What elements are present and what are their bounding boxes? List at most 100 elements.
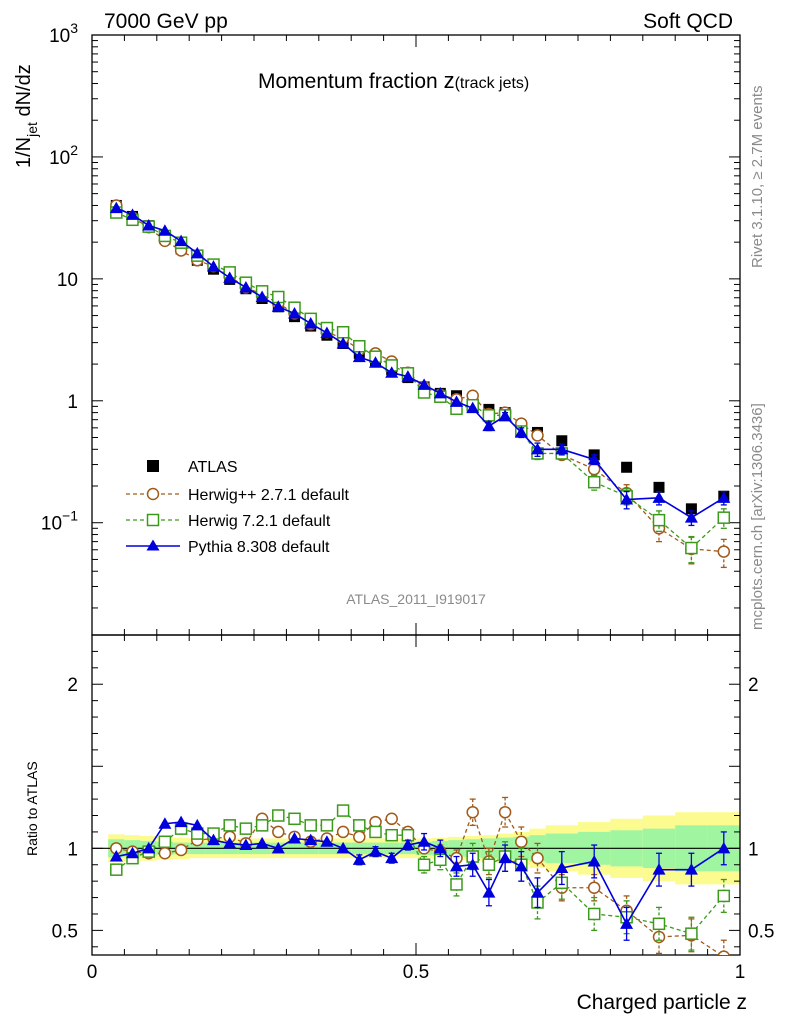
pythia-main-point	[652, 491, 666, 503]
herwig7-ratio-point	[255, 819, 269, 832]
ratio-frame	[91, 634, 741, 956]
pythia-main-point	[320, 326, 334, 338]
ratio-y-tick-label-right: 0.5	[748, 921, 774, 942]
pythia-main-point	[109, 201, 123, 214]
y-tick-label: 1	[67, 392, 78, 413]
pythia-main-point	[352, 350, 366, 363]
y-tick-label: 103	[49, 20, 78, 47]
pythia-ratio-point	[271, 841, 285, 854]
pythia-ratio-point	[531, 886, 544, 898]
y-tick-label: 102	[49, 142, 78, 169]
herwigpp-ratio-point	[717, 950, 730, 955]
pythia-main-point	[271, 300, 285, 312]
herwigpp-main-point	[531, 429, 544, 442]
ratio-y-tick-label: 1	[67, 839, 78, 860]
legend: ATLAS Herwig++ 2.7.1 default Herwig 7.2.…	[126, 459, 350, 556]
legend-herwigpp-label: Herwig++ 2.7.1 default	[188, 487, 350, 504]
pythia-ratio-point	[450, 859, 463, 872]
pythia-ratio-point	[158, 817, 172, 829]
pythia-ratio-point	[498, 851, 512, 864]
herwig7-main-point	[685, 541, 698, 555]
legend-pythia-marker	[146, 539, 160, 551]
ratio-y-tick-label-right: 2	[748, 675, 759, 696]
pythia-main-point	[620, 493, 634, 505]
pythia-ratio-point	[466, 858, 480, 870]
pythia-ratio-point	[369, 845, 382, 857]
herwig7-ratio-point	[320, 819, 334, 832]
pythia-main-point	[498, 409, 512, 422]
pythia-main-point	[450, 395, 463, 407]
pythia-ratio-point	[652, 863, 666, 875]
herwigpp-ratio-point	[336, 825, 350, 839]
herwig7-ratio-point	[158, 835, 172, 849]
herwigpp-ratio-point	[174, 843, 188, 857]
pythia-ratio-point	[336, 841, 350, 854]
pythia-main-point	[207, 260, 220, 272]
pythia-ratio-point	[587, 854, 601, 867]
pythia-ratio-point	[717, 841, 731, 854]
herwig7-ratio-point	[353, 819, 366, 832]
y-tick-label: 10	[57, 270, 78, 291]
legend-atlas-label: ATLAS	[188, 459, 238, 476]
herwig7-main-point	[717, 511, 731, 524]
pythia-ratio-point	[223, 836, 237, 849]
pythia-main-point	[717, 491, 731, 503]
pythia-ratio-series	[109, 815, 731, 941]
atlas-point	[653, 481, 665, 493]
header-category-label: Soft QCD	[643, 10, 733, 33]
herwig7-ratio-point	[417, 858, 431, 871]
pythia-ratio-point	[514, 859, 528, 872]
herwigpp-ratio-point	[466, 805, 479, 819]
pythia-ratio-point	[401, 838, 415, 851]
herwigpp-ratio-point	[272, 825, 285, 839]
x-tick-label: 1	[735, 962, 746, 983]
pythia-main-point	[385, 366, 399, 378]
mcplots-reference-label: mcplots.cern.ch [arXiv:1306.3436]	[749, 403, 766, 630]
legend-herwig7-marker	[146, 513, 160, 527]
herwig7-ratio-point	[482, 858, 496, 871]
herwigpp-ratio-point	[515, 835, 528, 849]
pythia-ratio-point	[684, 863, 698, 875]
pythia-main-point	[466, 401, 480, 414]
herwigpp-ratio-point	[353, 830, 366, 844]
herwig7-ratio-point	[272, 809, 285, 822]
herwig7-main-point	[336, 325, 350, 339]
pythia-main-point	[336, 337, 350, 349]
pythia-ratio-point	[320, 835, 334, 847]
atlas-point	[685, 503, 697, 515]
pythia-main-series	[109, 201, 731, 527]
herwig7-ratio-point	[223, 819, 236, 832]
herwig7-main-point	[353, 340, 366, 353]
ratio-y-tick-label: 2	[67, 675, 78, 696]
pythia-main-point	[239, 280, 253, 293]
pythia-main-point	[531, 442, 544, 455]
main-plot-area: 10−1 1 10 102 103	[41, 20, 741, 636]
x-tick-label: 0.5	[403, 962, 429, 983]
herwigpp-ratio-point	[531, 851, 544, 865]
herwig7-ratio-point	[304, 819, 317, 832]
pythia-main-point	[288, 306, 301, 319]
pythia-main-point	[223, 271, 237, 283]
pythia-ratio-point	[417, 835, 431, 847]
pythia-ratio-point	[109, 850, 123, 862]
pythia-ratio-point	[207, 833, 220, 846]
pythia-main-point	[514, 425, 528, 438]
x-tick-label: 0	[87, 962, 98, 983]
pythia-main-point	[142, 218, 156, 231]
pythia-ratio-point	[555, 861, 569, 874]
pythia-main-point	[417, 378, 431, 390]
rivet-version-label: Rivet 3.1.10, ≥ 2.7M events	[749, 86, 766, 269]
herwigpp-main-line	[115, 204, 724, 553]
herwig7-ratio-point	[336, 804, 350, 817]
herwig7-ratio-point	[587, 907, 601, 921]
pythia-main-point	[433, 386, 447, 399]
pythia-main-point	[158, 224, 172, 236]
analysis-id-label: ATLAS_2011_I919017	[346, 591, 486, 607]
pythia-ratio-point	[288, 831, 301, 844]
pythia-main-point	[126, 208, 139, 220]
legend-pythia-label: Pythia 8.308 default	[188, 539, 330, 556]
herwig7-ratio-point	[685, 927, 698, 940]
herwig7-ratio-point	[288, 812, 301, 826]
herwigpp-ratio-point	[158, 847, 172, 860]
